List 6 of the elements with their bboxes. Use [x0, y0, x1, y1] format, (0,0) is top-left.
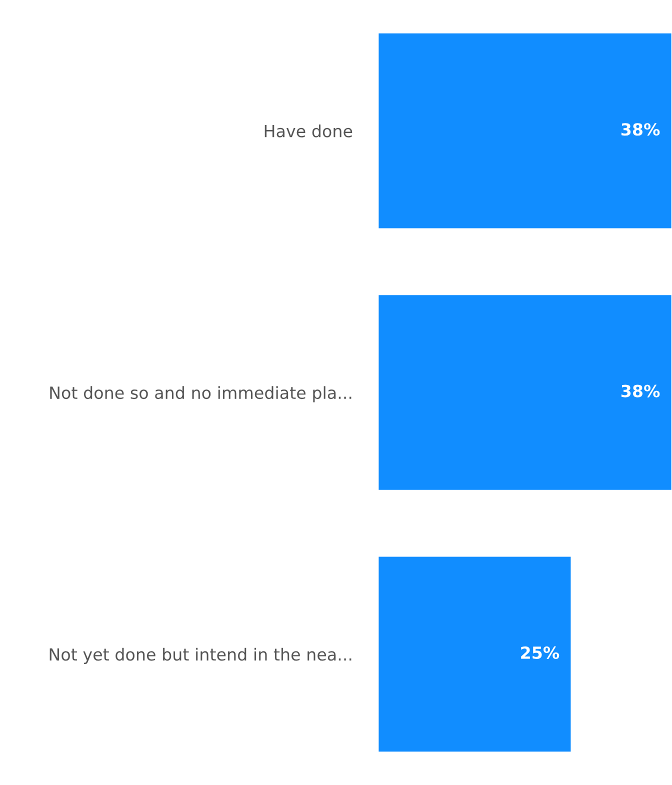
data-label: 25% [521, 646, 560, 660]
y-tick-label: Have done [264, 124, 352, 138]
y-tick-label: Not yet done but intend in the nea... [50, 648, 352, 664]
data-label: 38% [621, 384, 660, 398]
data-label: 38% [621, 123, 660, 136]
y-tick-label: Not done so and no immediate pla... [50, 386, 352, 402]
